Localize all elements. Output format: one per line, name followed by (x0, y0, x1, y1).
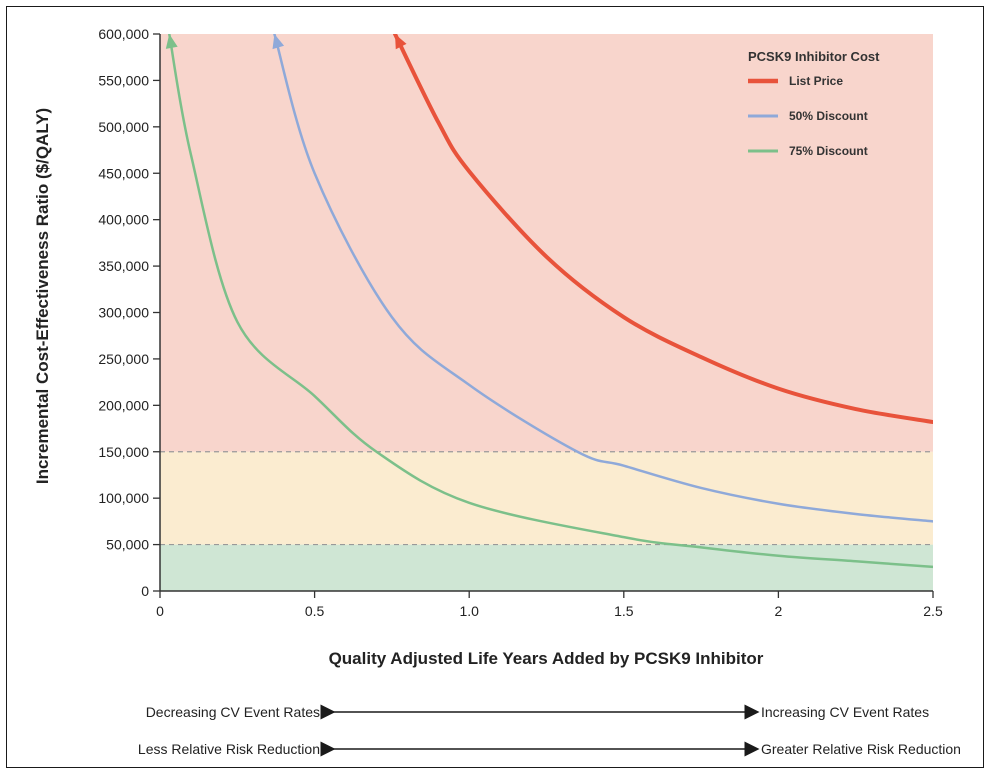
x-tick-label: 2 (775, 603, 783, 619)
increasing-cv-label: Increasing CV Event Rates (761, 704, 929, 720)
greater-rrr-label: Greater Relative Risk Reduction (761, 741, 961, 757)
x-tick-label: 0 (156, 603, 164, 619)
figure-frame (6, 6, 984, 768)
x-tick-label: 0.5 (305, 603, 325, 619)
series-75-discount (168, 34, 933, 569)
series-75-discount-arrowhead (165, 34, 178, 49)
y-tick-label: 550,000 (98, 72, 149, 88)
threshold-lines (160, 451, 933, 546)
x-tick-label: 2.5 (923, 603, 943, 619)
x-tick-label: 1.5 (614, 603, 634, 619)
y-tick-label: 500,000 (98, 119, 149, 135)
x-axis-title: Quality Adjusted Life Years Added by PCS… (329, 649, 764, 668)
y-tick-label: 350,000 (98, 258, 149, 274)
series-list-price (392, 34, 933, 425)
y-tick-label: 0 (141, 583, 149, 599)
y-tick-label: 400,000 (98, 212, 149, 228)
legend-label-list-price: List Price (789, 74, 843, 88)
y-tick-label: 50,000 (106, 537, 149, 553)
curves (168, 34, 933, 569)
y-tick-label: 100,000 (98, 490, 149, 506)
y-axis-title: Incremental Cost-Effectiveness Ratio ($/… (33, 108, 52, 484)
y-tick-label: 250,000 (98, 351, 149, 367)
legend-title: PCSK9 Inhibitor Cost (748, 49, 880, 64)
y-tick-label: 450,000 (98, 165, 149, 181)
tick-labels: 0 50,000 100,000 150,000 200,000 250,000 300,0… (98, 26, 943, 619)
series-list-price-arrowhead (394, 34, 407, 50)
series-50-discount (273, 34, 933, 523)
cost-effectiveness-bands (160, 34, 933, 591)
legend: PCSK9 Inhibitor Cost List Price 50% Disco… (748, 49, 880, 158)
y-tick-label: 600,000 (98, 26, 149, 42)
band-0 (160, 544, 933, 591)
bottom-annotations: Decreasing CV Event Rates Increasing CV … (138, 704, 961, 757)
less-rrr-label: Less Relative Risk Reduction (138, 741, 320, 757)
curve-arrowheads (165, 34, 407, 50)
legend-label-50-discount: 50% Discount (789, 109, 868, 123)
y-tick-label: 150,000 (98, 444, 149, 460)
y-tick-label: 200,000 (98, 397, 149, 413)
series-50-discount-arrowhead (272, 34, 285, 50)
legend-label-75-discount: 75% Discount (789, 144, 868, 158)
band-2 (160, 34, 933, 452)
x-tick-label: 1.0 (459, 603, 479, 619)
band-1 (160, 451, 933, 545)
decreasing-cv-label: Decreasing CV Event Rates (146, 704, 320, 720)
y-tick-label: 300,000 (98, 305, 149, 321)
